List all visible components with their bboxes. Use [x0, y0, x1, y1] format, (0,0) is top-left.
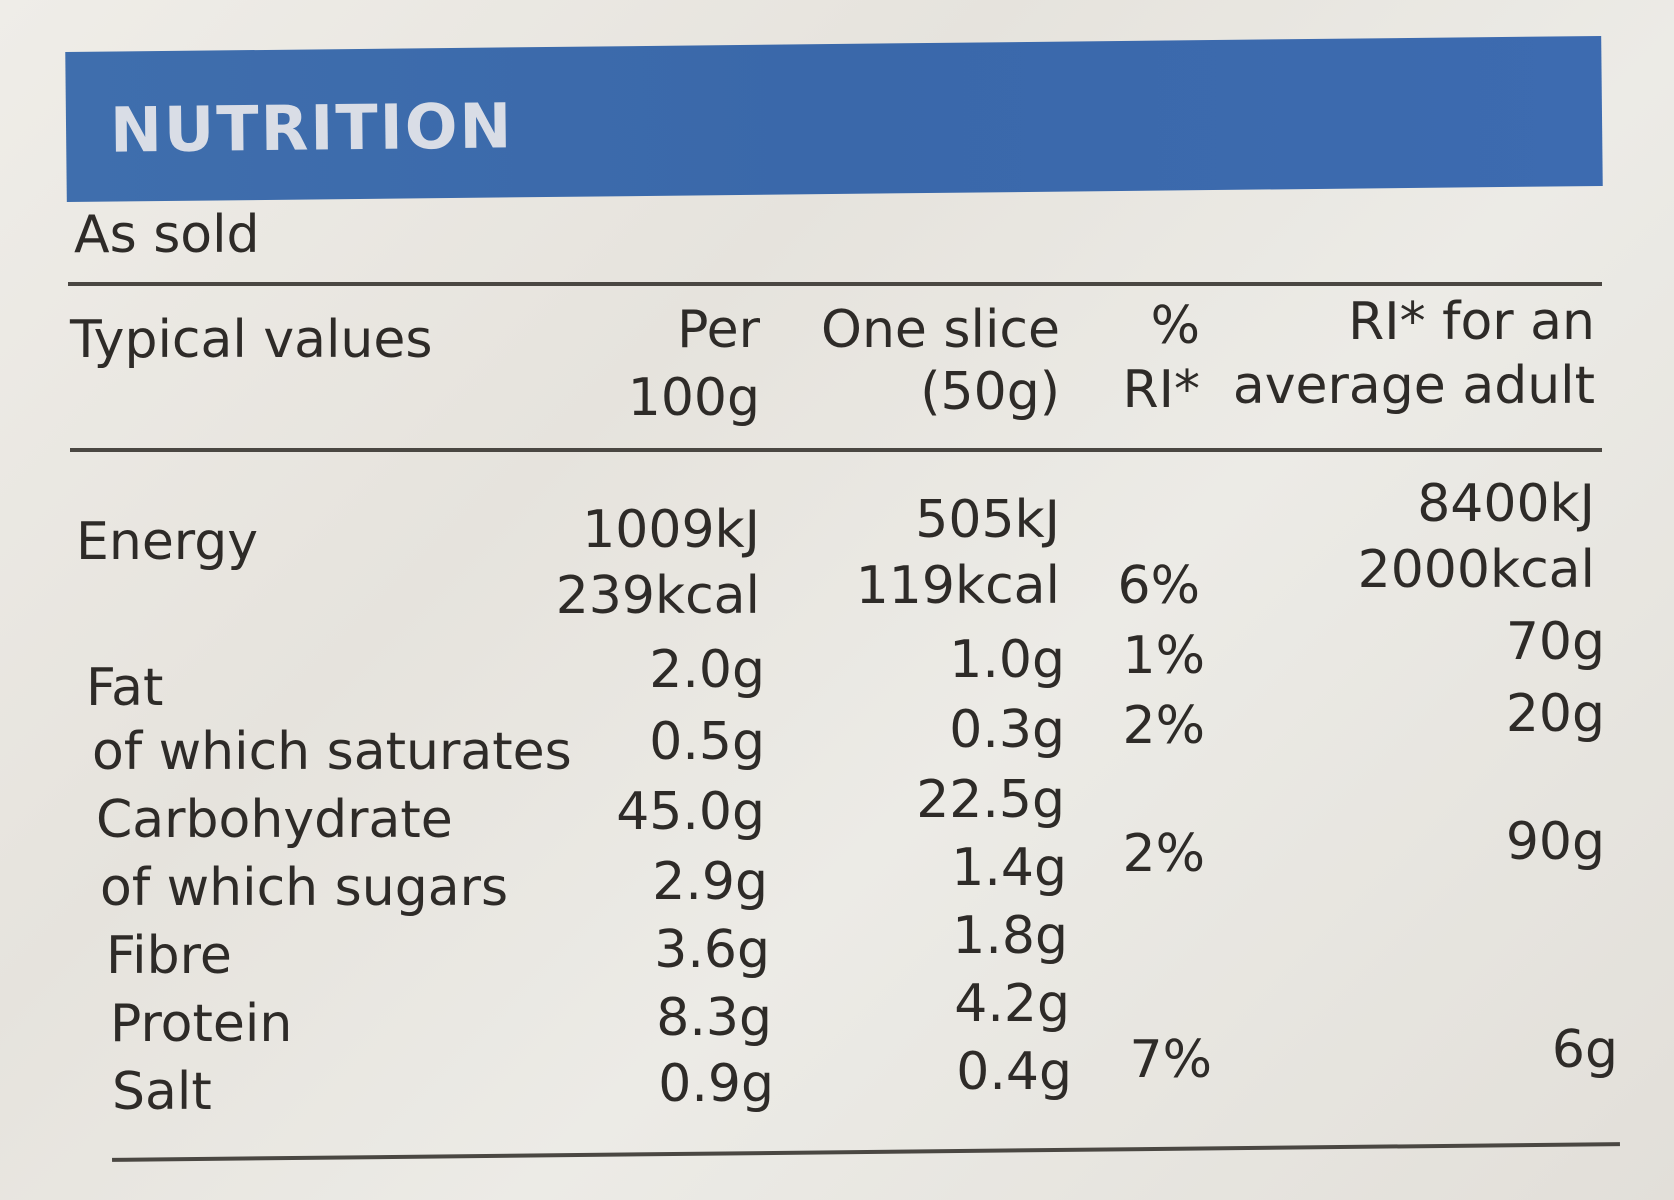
row-fat-name: Fat: [86, 658, 164, 718]
header-one-slice-line1: One slice: [821, 300, 1060, 360]
row-salt-slice: 0.4g: [956, 1042, 1072, 1102]
row-energy-per100-kj: 1009kJ: [582, 500, 760, 560]
header-per-100g-line2: 100g: [627, 368, 760, 428]
row-sugars-adult: 90g: [1505, 812, 1605, 872]
row-protein-slice: 4.2g: [954, 974, 1070, 1034]
row-sugars-per100: 2.9g: [652, 852, 768, 912]
row-carbohydrate-slice: 22.5g: [916, 770, 1065, 830]
row-salt-name: Salt: [112, 1062, 212, 1122]
row-saturates-name: of which saturates: [92, 722, 572, 782]
divider-header: [70, 448, 1602, 452]
row-fibre-name: Fibre: [106, 926, 232, 986]
row-sugars-slice: 1.4g: [951, 838, 1067, 898]
row-energy-adult-kcal: 2000kcal: [1357, 540, 1595, 600]
header-typical-values: Typical values: [70, 310, 433, 370]
row-energy-name: Energy: [76, 512, 259, 572]
row-fat-slice: 1.0g: [949, 630, 1065, 690]
row-energy-slice-kcal: 119kcal: [855, 556, 1060, 616]
row-fat-ri: 1%: [1122, 626, 1206, 686]
row-fibre-slice: 1.8g: [952, 906, 1068, 966]
row-carbohydrate-name: Carbohydrate: [96, 790, 453, 850]
row-sugars-ri: 2%: [1122, 824, 1206, 884]
row-protein-per100: 8.3g: [656, 988, 772, 1048]
header-one-slice-line2: (50g): [920, 362, 1060, 422]
header-ri-adult-line1: RI* for an: [1348, 292, 1595, 352]
row-energy-adult-kj: 8400kJ: [1417, 474, 1595, 534]
row-sugars-name: of which sugars: [100, 858, 509, 918]
row-energy-ri: 6%: [1117, 556, 1201, 616]
row-fibre-per100: 3.6g: [654, 920, 770, 980]
row-salt-per100: 0.9g: [658, 1054, 774, 1114]
row-salt-adult: 6g: [1551, 1020, 1618, 1080]
row-saturates-adult: 20g: [1505, 684, 1605, 744]
header-ri-adult-line2: average adult: [1232, 356, 1595, 416]
row-fat-per100: 2.0g: [649, 640, 765, 700]
nutrition-header-bar: NUTRITION: [65, 35, 1603, 203]
row-carbohydrate-per100: 45.0g: [616, 782, 765, 842]
row-saturates-ri: 2%: [1122, 696, 1206, 756]
row-protein-name: Protein: [110, 994, 293, 1054]
row-energy-slice-kj: 505kJ: [915, 490, 1060, 550]
divider-top: [68, 282, 1602, 286]
header-per-100g-line1: Per: [677, 300, 760, 360]
header-percent-ri-line2: RI*: [1122, 360, 1200, 420]
as-sold-label: As sold: [74, 205, 260, 265]
row-salt-ri: 7%: [1129, 1030, 1213, 1090]
row-fat-adult: 70g: [1505, 612, 1605, 672]
divider-bottom: [112, 1142, 1620, 1162]
nutrition-title: NUTRITION: [109, 89, 514, 167]
row-saturates-per100: 0.5g: [649, 712, 765, 772]
row-energy-per100-kcal: 239kcal: [555, 566, 760, 626]
header-percent-ri-line1: %: [1150, 296, 1200, 356]
row-saturates-slice: 0.3g: [949, 700, 1065, 760]
